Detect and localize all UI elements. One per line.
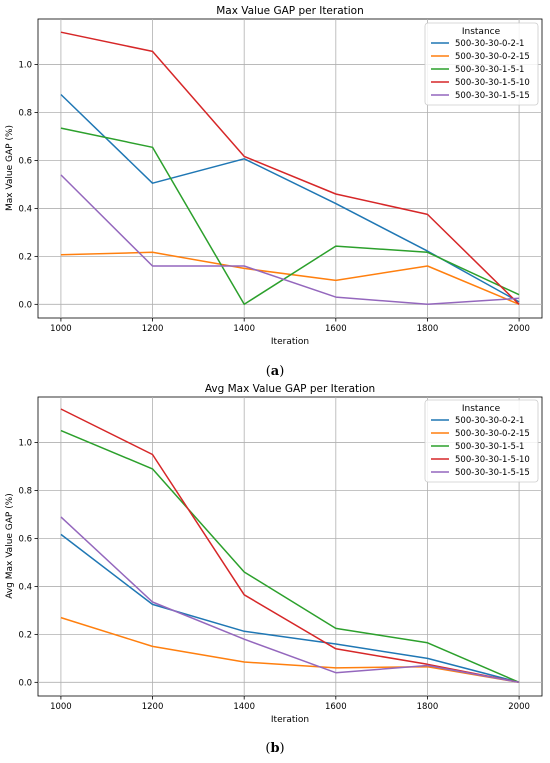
chart-a-legend-items: 500-30-30-0-2-1 500-30-30-0-2-15 500-30-30… [431,39,530,101]
chart-a-title: Max Value GAP per Iteration [216,5,364,17]
chart-a-series [60,31,520,306]
chart-b-x-ticks: 1000 1200 1400 1600 1800 2000 [50,696,530,712]
chart-b-legend-label: 500-30-30-0-2-15 [455,429,530,439]
chart-b-y-tick-label: 0.6 [18,534,32,544]
chart-b-series-line-3 [60,429,520,683]
chart-a-y-tick-label: 0.4 [18,204,32,214]
chart-a-x-tick-label: 1200 [142,324,164,334]
chart-b-y-axis-label: Avg Max Value GAP (%) [5,493,15,599]
chart-b-x-tick-label: 1800 [417,702,439,712]
chart-b-legend-label: 500-30-30-1-5-1 [455,442,524,452]
chart-a-x-tick-label: 1800 [417,324,439,334]
chart-a-y-axis-label: Max Value GAP (%) [5,125,15,211]
chart-a-series-line-4 [60,31,520,305]
chart-b-legend-label: 500-30-30-1-5-15 [455,468,530,478]
chart-b-series-line-1 [60,533,520,684]
chart-b-series-line-5 [60,516,520,684]
caption-b: (b) [265,741,284,756]
chart-b-grid [38,397,542,696]
chart-b-x-axis-label: Iteration [271,715,309,725]
chart-b-series-line-4 [60,408,520,684]
chart-b-legend-box [424,399,539,483]
chart-b-legend: Instance 500-30-30-0-2-1 500-30-30-0-2-15… [424,399,539,483]
chart-a-series-line-5 [60,174,520,306]
chart-b-y-tick-label: 1.0 [18,439,32,449]
chart-a-x-tick-label: 2000 [508,324,530,334]
chart-b-series [60,408,520,684]
chart-a-legend: Instance 500-30-30-0-2-1 500-30-30-0-2-15… [424,22,539,106]
chart-b: Avg Max Value GAP per Iteration 1000 1200… [5,383,543,725]
chart-a-y-tick-label: 0.0 [18,300,32,310]
chart-a-x-ticks: 1000 1200 1400 1600 1800 2000 [50,318,530,334]
chart-a-x-tick-label: 1600 [325,324,347,334]
chart-a-legend-box [424,22,539,106]
chart-b-legend-title: Instance [462,404,501,414]
chart-a-legend-label: 500-30-30-1-5-10 [455,78,530,88]
chart-a-y-ticks: 0.0 0.2 0.4 0.6 0.8 1.0 [18,61,38,310]
chart-b-legend-label: 500-30-30-1-5-10 [455,455,530,465]
chart-a-y-tick-label: 0.6 [18,156,32,166]
chart-a-legend-title: Instance [462,27,501,37]
chart-b-x-tick-label: 1400 [233,702,255,712]
chart-b-y-tick-label: 0.8 [18,487,32,497]
caption-a: (a) [266,364,285,379]
chart-a-x-axis-label: Iteration [271,337,309,347]
chart-a-x-tick-label: 1000 [50,324,72,334]
chart-b-y-tick-label: 0.2 [18,630,32,640]
chart-a-x-tick-label: 1400 [233,324,255,334]
chart-b-y-tick-label: 0.4 [18,582,32,592]
chart-a-legend-label: 500-30-30-1-5-1 [455,65,524,75]
chart-a-y-tick-label: 1.0 [18,61,32,71]
chart-a: Max Value GAP per Iteration 1000 1200 1400… [5,5,543,347]
chart-b-y-ticks: 0.0 0.2 0.4 0.6 0.8 1.0 [18,439,38,688]
chart-b-x-tick-label: 2000 [508,702,530,712]
chart-a-y-tick-label: 0.8 [18,109,32,119]
chart-a-legend-label: 500-30-30-1-5-15 [455,91,530,101]
chart-a-y-tick-label: 0.2 [18,252,32,262]
chart-a-grid [38,19,542,318]
chart-a-series-line-3 [60,127,520,306]
chart-b-y-tick-label: 0.0 [18,678,32,688]
chart-b-x-tick-label: 1200 [142,702,164,712]
chart-b-legend-items: 500-30-30-0-2-1 500-30-30-0-2-15 500-30-30… [431,416,530,478]
chart-b-x-tick-label: 1600 [325,702,347,712]
chart-b-series-line-2 [60,616,520,684]
chart-b-x-tick-label: 1000 [50,702,72,712]
chart-b-legend-label: 500-30-30-0-2-1 [455,416,524,426]
chart-a-legend-label: 500-30-30-0-2-1 [455,39,524,49]
chart-a-legend-label: 500-30-30-0-2-15 [455,52,530,62]
chart-b-title: Avg Max Value GAP per Iteration [205,383,375,395]
